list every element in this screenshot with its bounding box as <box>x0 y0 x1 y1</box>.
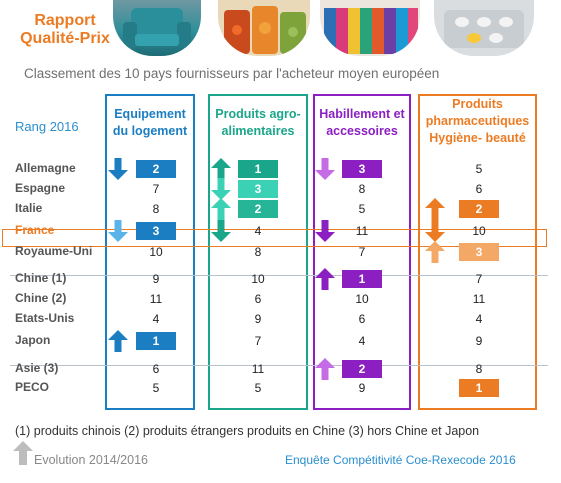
rank-value: 5 <box>475 162 483 176</box>
country-label: Allemagne <box>15 161 76 175</box>
column-frame-habillement <box>313 94 411 410</box>
rank-value: 10 <box>355 292 369 306</box>
footnote: (1) produits chinois (2) produits étrang… <box>15 424 480 438</box>
evolution-legend: Evolution 2014/2016 <box>34 453 148 467</box>
rank-value: 9 <box>152 272 160 286</box>
rank-badge: 2 <box>342 360 382 378</box>
column-header-line-1: Produits agro- <box>215 107 301 121</box>
column-header-line-2: alimentaires <box>221 124 295 138</box>
rank-value: 8 <box>358 182 366 196</box>
column-header-line-1: Equipement <box>114 107 186 121</box>
rank-badge: 1 <box>342 270 382 288</box>
column-header-line-2: accessoires <box>326 124 398 138</box>
rank-value: 9 <box>254 312 262 326</box>
armchair-icon <box>123 8 191 48</box>
rank-value: 8 <box>475 362 483 376</box>
france-highlight-frame <box>2 229 547 247</box>
rank-badge: 1 <box>136 332 176 350</box>
group-separator-1 <box>10 275 548 276</box>
rank-value: 11 <box>355 224 369 238</box>
clothes-icon <box>324 8 418 54</box>
rank-badge: 1 <box>459 379 499 397</box>
country-label: Asie (3) <box>15 361 59 375</box>
rank-badge: 2 <box>136 160 176 178</box>
column-header-logement: Equipement du logement <box>105 106 195 140</box>
column-header-agro: Produits agro-alimentaires <box>208 106 308 140</box>
country-label: Italie <box>15 201 43 215</box>
preserved-food-jars-photo <box>218 0 310 56</box>
rank-badge: 2 <box>459 200 499 218</box>
column-header-line-2: pharmaceutiques <box>425 114 530 128</box>
report-title: Rapport Qualité-Prix <box>10 12 120 48</box>
column-header-line-3: Hygiène- beauté <box>429 131 526 145</box>
rank-value: 4 <box>475 312 483 326</box>
column-header-line-1: Habillement et <box>319 107 405 121</box>
country-label: Etats-Unis <box>15 311 75 325</box>
rank-value: 11 <box>251 362 265 376</box>
rank-value: 8 <box>152 202 160 216</box>
country-label: Espagne <box>15 181 66 195</box>
country-label: Chine (1) <box>15 271 67 285</box>
rank-value: 4 <box>358 334 366 348</box>
rank-value: 6 <box>358 312 366 326</box>
rank-value: 5 <box>152 381 160 395</box>
source-note: Enquête Compétitivité Coe-Rexecode 2016 <box>285 453 516 467</box>
title-line-2: Qualité-Prix <box>20 30 110 47</box>
column-header-habillement: Habillement et accessoires <box>313 106 411 140</box>
rank-value: 7 <box>152 182 160 196</box>
jars-icon <box>224 6 306 54</box>
medicine-pills-photo <box>434 0 534 56</box>
country-label: France <box>15 223 55 237</box>
rank-value: 4 <box>152 312 160 326</box>
armchair-photo <box>113 0 201 56</box>
rank-value: 7 <box>254 334 262 348</box>
rank-badge: 3 <box>459 243 499 261</box>
chart-subtitle: Classement des 10 pays fournisseurs par … <box>24 66 440 81</box>
rank-badge: 3 <box>238 180 278 198</box>
rank-value: 10 <box>251 272 265 286</box>
rank-value: 9 <box>475 334 483 348</box>
rank-badge: 3 <box>342 160 382 178</box>
pills-icon <box>444 10 524 48</box>
rank-value: 11 <box>472 292 486 306</box>
rank-badge: 2 <box>238 200 278 218</box>
group-separator-2 <box>10 365 548 366</box>
column-header-line-2: du logement <box>112 124 188 138</box>
rank-value: 10 <box>472 224 486 238</box>
rank-value: 8 <box>254 245 262 259</box>
rank-value: 6 <box>254 292 262 306</box>
rank-year-label: Rang 2016 <box>15 119 79 134</box>
rank-badge: 1 <box>238 160 278 178</box>
rank-value: 7 <box>358 245 366 259</box>
rank-value: 6 <box>152 362 160 376</box>
rank-value: 6 <box>475 182 483 196</box>
column-frame-pharma <box>418 94 537 410</box>
rank-value: 5 <box>358 202 366 216</box>
country-label: Royaume-Uni <box>15 244 93 258</box>
rank-value: 4 <box>254 224 262 238</box>
column-header-line-1: Produits <box>452 97 503 111</box>
column-frame-logement <box>105 94 195 410</box>
column-header-pharma: Produits pharmaceutiques Hygiène- beauté <box>418 96 537 147</box>
title-line-1: Rapport <box>34 12 96 29</box>
rank-value: 10 <box>149 245 163 259</box>
country-label: Chine (2) <box>15 291 67 305</box>
column-frame-agro <box>208 94 308 410</box>
evolution-legend-arrow-icon <box>13 441 33 465</box>
rank-badge: 3 <box>136 222 176 240</box>
country-label: Japon <box>15 333 51 347</box>
country-label: PECO <box>15 380 50 394</box>
clothes-rack-photo <box>320 0 420 56</box>
rank-value: 5 <box>254 381 262 395</box>
rank-value: 7 <box>475 272 483 286</box>
rank-value: 11 <box>149 292 163 306</box>
rank-value: 9 <box>358 381 366 395</box>
